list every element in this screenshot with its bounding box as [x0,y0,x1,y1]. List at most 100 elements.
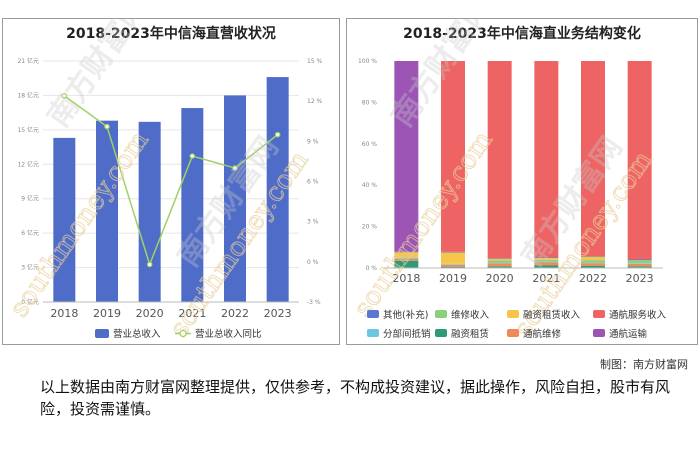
y-right-tick-label: -3 % [307,299,321,306]
stack-segment [487,61,512,259]
stack-segment [627,263,652,264]
stack-segment [487,258,512,259]
y-right-tick-label: 3 % [307,219,319,226]
y-right-tick-label: 9 % [307,138,319,145]
yoy-line [63,95,279,267]
y-tick-label: 60 % [362,141,378,148]
legend-swatch [435,310,447,318]
x-tick-label: 2018 [50,307,78,320]
x-tick-label: 2021 [532,272,560,285]
legend-label-revenue: 营业总收入 [113,328,161,340]
stack-segment [394,258,419,261]
y-tick-label: 40 % [362,182,378,189]
structure-chart-panel: 2018-2023年中信海直业务结构变化 0 % 20 % 40 % 60 % 80 %… [346,18,698,345]
y-left-tick-label: 21 亿元 [17,57,39,65]
x-tick-label: 2019 [93,307,121,320]
source-label: 制图：南方财富网 [600,358,688,371]
yoy-point [61,93,68,99]
stack-segment [394,61,419,252]
legend-label-yoy: 营业总收入同比 [195,328,262,340]
x-tick-label: 2020 [486,272,514,285]
stack-segment [581,256,605,261]
legend-label: 通航运输 [609,328,648,340]
stack-segment [627,61,652,260]
legend-swatch [507,310,519,318]
legend-label: 融资租赁 [451,328,489,340]
y-left-tick-label: 18 亿元 [17,91,39,99]
y-right-tick-label: 0 % [307,259,319,266]
legend-label: 通航维修 [523,328,562,340]
y-left-tick-label: 0 亿元 [21,298,39,306]
legend-swatch-revenue [95,329,109,338]
y-right-tick-label: 6 % [307,179,319,186]
stack-segment [581,260,605,263]
y-right-tick-label: 12 % [307,98,323,105]
stack-segment [394,251,419,253]
stack-segment [487,263,512,267]
legend-label: 其他(补充) [383,309,428,321]
disclaimer-text: 以上数据由南方财富网整理提供，仅供参考，不构成投资建议，据此操作，风险自担，股市… [40,378,671,418]
stack-segment [627,263,652,267]
stack-segment [441,264,465,265]
revenue-chart: 0 亿元 3 亿元 6 亿元 9 亿元 12 亿元 15 亿元 18 亿元 21 亿元 -3 %… [4,19,323,344]
y-tick-label: 20 % [362,224,378,231]
y-tick-label: 80 % [362,99,378,106]
stack-segment [394,257,419,259]
revenue-bar [181,108,204,302]
legend-swatch [367,310,379,318]
stack-segment [487,260,512,263]
stack-segment [534,257,559,259]
x-tick-label: 2018 [392,272,420,285]
stack-segment [534,265,559,268]
stack-segment [487,266,512,268]
y-left-tick-label: 12 亿元 [17,160,39,168]
x-tick-label: 2022 [221,307,249,320]
stack-segment [581,263,605,266]
stack-segment [581,262,605,264]
y-left-tick-label: 6 亿元 [21,229,39,237]
stack-segment [627,266,652,268]
stack-segment [441,251,465,253]
stack-segment [441,264,465,267]
y-tick-label: 100 % [358,58,377,65]
y-right-tick-label: 15 % [307,58,323,65]
legend-swatch [593,310,605,318]
y-left-tick-label: 9 亿元 [21,195,39,203]
y-tick-label: 0 % [366,265,378,272]
stack-segment [627,260,652,264]
y-left-tick-label: 3 亿元 [21,264,39,272]
legend-label: 融资租赁收入 [523,309,581,321]
stack-segment [441,266,465,268]
stack-segment [627,259,652,261]
yoy-point [146,261,153,268]
yoy-point [232,165,238,171]
stack-segment [534,61,559,258]
yoy-point [189,153,196,159]
stack-segment [581,255,605,257]
x-tick-label: 2022 [579,272,607,285]
legend-swatch [593,329,605,337]
stack-segment [487,258,512,261]
legend-swatch [507,329,519,337]
watermark-latin: southmoney.com [4,126,155,323]
yoy-point [104,123,110,130]
structure-chart-title: 2018-2023年中信海直业务结构变化 [403,26,641,42]
revenue-bar [53,137,76,302]
stack-segment [487,262,512,264]
yoy-point [274,131,281,138]
structure-chart: 0 % 20 % 40 % 60 % 80 % 100 % 2018 2019 2020 2021… [348,19,667,344]
legend-label: 分部间抵销 [383,328,431,340]
stack-segment [534,258,559,260]
x-tick-label: 2023 [626,272,654,285]
revenue-bar [96,120,118,302]
legend-swatch [435,329,447,337]
stack-segment [534,262,559,266]
x-tick-label: 2023 [264,307,292,320]
revenue-bar [224,95,246,302]
stack-segment [534,261,559,263]
stack-segment [581,61,605,256]
revenue-chart-title: 2018-2023年中信海直营收状况 [66,26,276,42]
x-tick-label: 2020 [136,307,164,320]
stack-segment [441,61,465,252]
watermark-text: 南方财富网 [41,19,156,134]
